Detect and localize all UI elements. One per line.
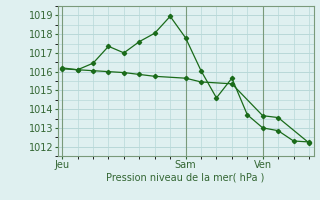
X-axis label: Pression niveau de la mer( hPa ): Pression niveau de la mer( hPa ) bbox=[107, 173, 265, 183]
